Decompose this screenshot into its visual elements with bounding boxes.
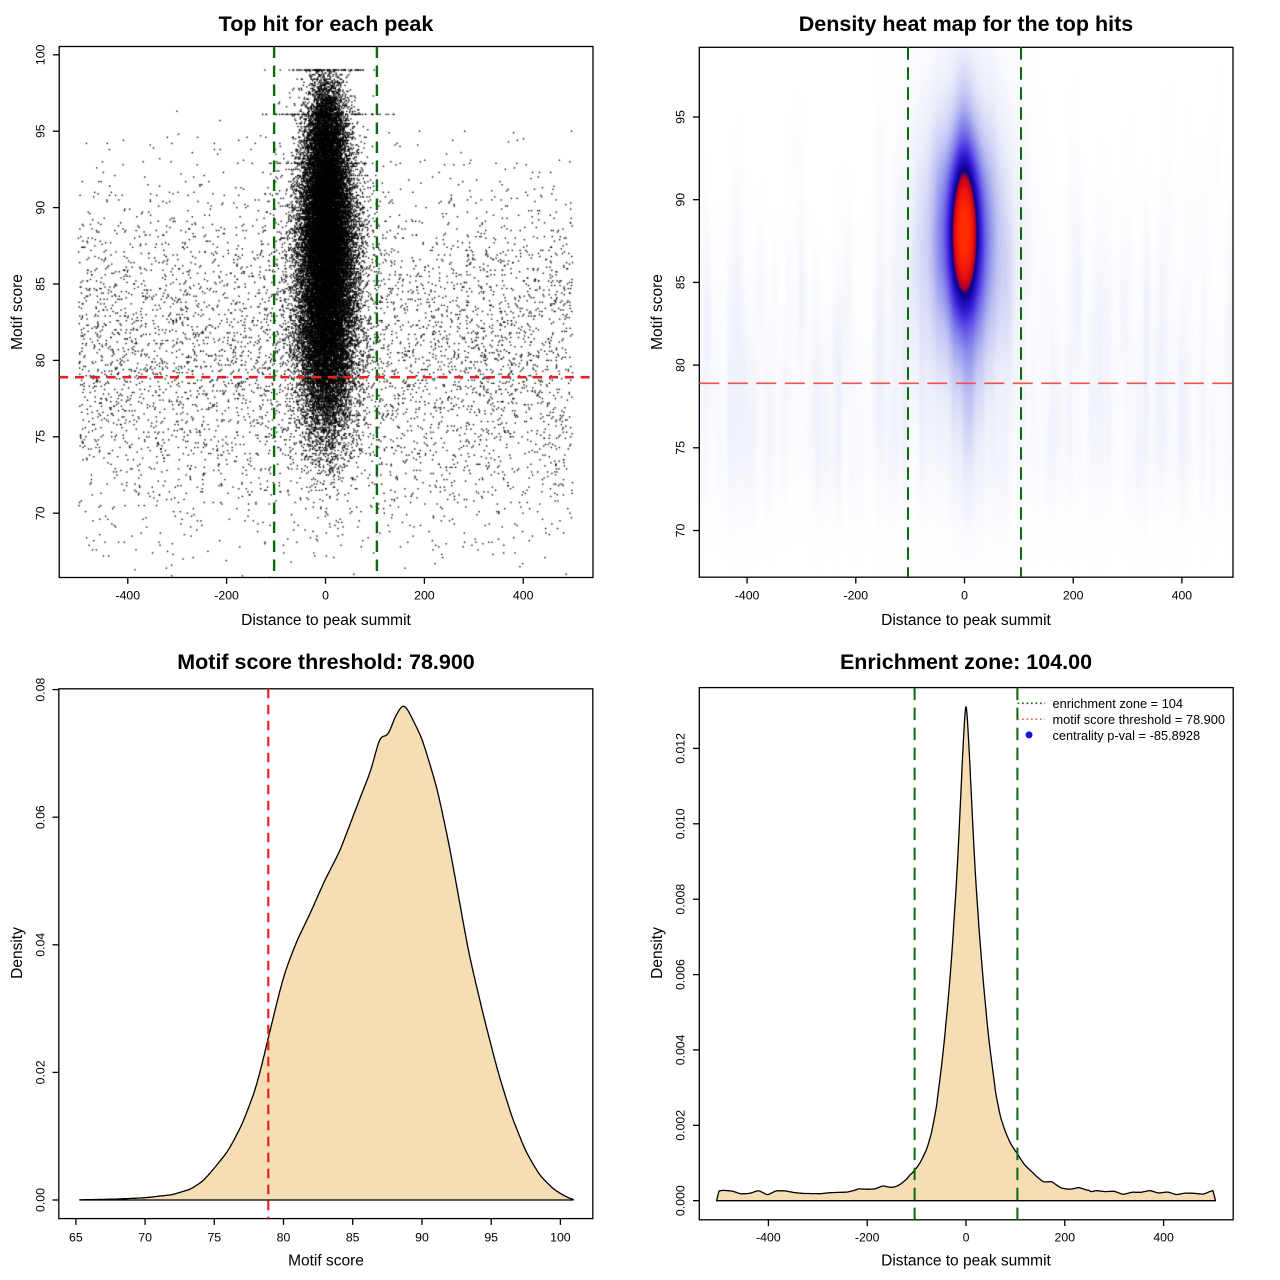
svg-text:75: 75 — [33, 430, 47, 444]
svg-text:85: 85 — [346, 1231, 360, 1245]
svg-text:motif score threshold = 78.900: motif score threshold = 78.900 — [1053, 712, 1226, 727]
svg-text:0.008: 0.008 — [673, 884, 687, 915]
svg-text:70: 70 — [138, 1231, 152, 1245]
svg-text:0.08: 0.08 — [33, 677, 47, 701]
svg-text:85: 85 — [673, 275, 687, 289]
svg-text:0.00: 0.00 — [33, 1188, 47, 1212]
svg-text:0.006: 0.006 — [673, 959, 687, 990]
svg-text:enrichment zone = 104: enrichment zone = 104 — [1053, 696, 1184, 711]
svg-text:-200: -200 — [214, 589, 239, 603]
svg-text:90: 90 — [33, 201, 47, 215]
svg-text:centrality p-val = -85.8928: centrality p-val = -85.8928 — [1053, 728, 1201, 743]
svg-text:75: 75 — [673, 441, 687, 455]
svg-text:200: 200 — [414, 589, 435, 603]
svg-text:-200: -200 — [843, 589, 868, 603]
svg-text:80: 80 — [673, 358, 687, 372]
svg-text:400: 400 — [1172, 589, 1193, 603]
svg-text:0: 0 — [322, 589, 329, 603]
svg-text:0: 0 — [963, 1231, 970, 1245]
svg-text:-400: -400 — [756, 1231, 781, 1245]
svg-text:70: 70 — [33, 506, 47, 520]
svg-text:Density: Density — [9, 927, 26, 979]
svg-text:70: 70 — [673, 524, 687, 538]
svg-text:200: 200 — [1055, 1231, 1076, 1245]
svg-text:80: 80 — [33, 353, 47, 367]
svg-text:200: 200 — [1063, 589, 1084, 603]
svg-text:95: 95 — [673, 110, 687, 124]
svg-text:Density: Density — [649, 927, 666, 979]
svg-text:Motif score threshold: 78.900: Motif score threshold: 78.900 — [177, 650, 475, 674]
svg-text:0.04: 0.04 — [33, 933, 47, 957]
svg-text:0.004: 0.004 — [673, 1034, 687, 1065]
svg-text:0.012: 0.012 — [673, 733, 687, 764]
svg-text:0.002: 0.002 — [673, 1110, 687, 1141]
svg-text:0.06: 0.06 — [33, 805, 47, 829]
svg-text:Motif score: Motif score — [9, 274, 26, 350]
svg-text:Distance to peak summit: Distance to peak summit — [881, 612, 1051, 629]
svg-text:90: 90 — [415, 1231, 429, 1245]
svg-text:65: 65 — [69, 1231, 83, 1245]
svg-text:-400: -400 — [115, 589, 140, 603]
svg-text:-400: -400 — [735, 589, 760, 603]
svg-text:Enrichment zone: 104.00: Enrichment zone: 104.00 — [840, 650, 1092, 674]
svg-text:Distance to peak summit: Distance to peak summit — [881, 1253, 1051, 1270]
svg-text:95: 95 — [33, 124, 47, 138]
svg-text:Density heat map for the top h: Density heat map for the top hits — [799, 12, 1134, 36]
svg-text:0.000: 0.000 — [673, 1185, 687, 1216]
svg-text:0.02: 0.02 — [33, 1060, 47, 1084]
svg-text:-200: -200 — [855, 1231, 880, 1245]
svg-text:0: 0 — [961, 589, 968, 603]
svg-text:Motif score: Motif score — [288, 1253, 364, 1270]
svg-text:80: 80 — [277, 1231, 291, 1245]
svg-text:90: 90 — [673, 193, 687, 207]
svg-text:100: 100 — [550, 1231, 571, 1245]
svg-text:400: 400 — [513, 589, 534, 603]
svg-text:85: 85 — [33, 277, 47, 291]
svg-text:Distance to peak summit: Distance to peak summit — [241, 612, 411, 629]
svg-text:100: 100 — [33, 44, 47, 65]
svg-text:Motif score: Motif score — [649, 274, 666, 350]
svg-text:400: 400 — [1153, 1231, 1174, 1245]
svg-text:0.010: 0.010 — [673, 808, 687, 839]
svg-text:95: 95 — [484, 1231, 498, 1245]
svg-text:75: 75 — [207, 1231, 221, 1245]
svg-text:Top hit for each peak: Top hit for each peak — [219, 12, 434, 36]
